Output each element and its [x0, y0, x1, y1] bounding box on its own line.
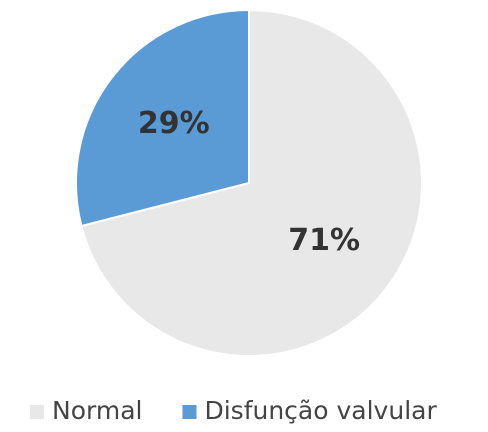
- legend-label: Disfunção valvular: [204, 396, 437, 425]
- data-label: 29%: [138, 106, 210, 141]
- legend-swatch: [30, 405, 44, 419]
- pie-slice: [80, 8, 423, 357]
- legend-label: Normal: [52, 396, 142, 425]
- pie-slice: [75, 8, 250, 228]
- data-label: 71%: [288, 223, 360, 258]
- legend-swatch: [182, 405, 197, 419]
